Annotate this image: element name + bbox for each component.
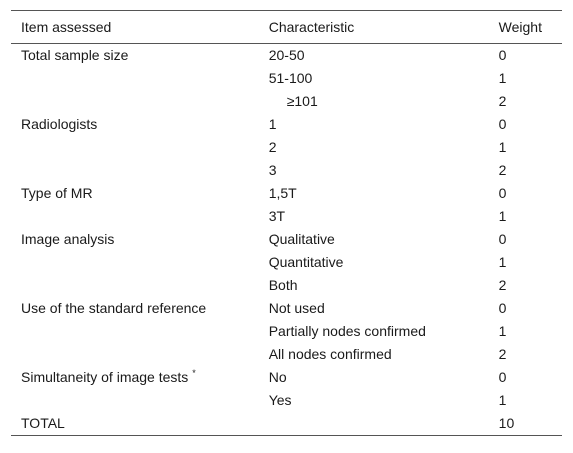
item-cell: [11, 67, 269, 90]
characteristic-cell: Not used: [268, 300, 325, 316]
characteristic-cell: 1: [268, 116, 277, 132]
item-cell: Radiologists: [21, 116, 98, 132]
header-weight: Weight: [498, 18, 542, 35]
table-row: All nodes confirmed 2: [11, 343, 562, 366]
item-cell: [11, 159, 269, 182]
item-cell: [11, 251, 269, 274]
table-body: Total sample size 20-50 0 51-100 1 ≥101 …: [11, 44, 562, 436]
table-row: Simultaneity of image tests * No 0: [11, 366, 562, 389]
header-characteristic: Characteristic: [268, 18, 355, 35]
header-row: Item assessed Characteristic Weight: [11, 10, 562, 44]
characteristic-cell: Qualitative: [268, 231, 335, 247]
characteristic-cell: Quantitative: [268, 254, 344, 270]
weight-cell: 1: [498, 208, 507, 224]
item-cell: [11, 274, 269, 297]
item-cell: [11, 90, 269, 113]
characteristic-cell: 3: [268, 162, 277, 178]
weight-cell: 0: [498, 300, 507, 316]
total-label: TOTAL: [21, 415, 65, 431]
weight-cell: 0: [498, 185, 507, 201]
item-cell: Simultaneity of image tests *: [11, 366, 269, 389]
characteristic-cell: 3T: [268, 208, 286, 224]
weight-cell: 0: [498, 116, 507, 132]
item-cell: Use of the standard reference: [21, 300, 207, 316]
characteristic-cell: No: [268, 369, 287, 385]
characteristic-cell: 51-100: [268, 70, 313, 86]
weight-cell: 1: [498, 323, 507, 339]
item-cell: [11, 343, 269, 366]
weight-cell: 2: [498, 277, 507, 293]
characteristic-cell: 2: [268, 139, 277, 155]
total-row: TOTAL 10: [11, 412, 562, 436]
weight-cell: 2: [498, 346, 507, 362]
weight-cell: 0: [498, 47, 507, 63]
table-row: 2 1: [11, 136, 562, 159]
table-row: 51-100 1: [11, 67, 562, 90]
table-row: 3 2: [11, 159, 562, 182]
characteristic-cell: [269, 412, 499, 436]
item-label: Simultaneity of image tests: [21, 369, 189, 385]
characteristic-cell: 1,5T: [268, 185, 297, 201]
item-cell: [11, 136, 269, 159]
table-header: Item assessed Characteristic Weight: [11, 10, 562, 44]
scoring-table: Item assessed Characteristic Weight Tota…: [11, 10, 562, 436]
scoring-table-container: Item assessed Characteristic Weight Tota…: [11, 10, 562, 436]
characteristic-cell: All nodes confirmed: [268, 346, 392, 362]
weight-cell: 2: [498, 162, 507, 178]
item-cell: [11, 389, 269, 412]
table-row: Image analysis Qualitative 0: [11, 228, 562, 251]
table-row: Quantitative 1: [11, 251, 562, 274]
weight-cell: 1: [498, 392, 507, 408]
characteristic-cell: Partially nodes confirmed: [268, 323, 426, 339]
item-cell: [11, 320, 269, 343]
table-row: Yes 1: [11, 389, 562, 412]
table-row: ≥101 2: [11, 90, 562, 113]
item-cell: [11, 205, 269, 228]
weight-cell: 0: [498, 231, 507, 247]
table-row: Radiologists 1 0: [11, 113, 562, 136]
footnote-mark: *: [192, 368, 196, 378]
weight-cell: 1: [498, 254, 507, 270]
characteristic-cell: Both: [268, 277, 298, 293]
characteristic-cell: ≥101: [286, 93, 318, 109]
weight-cell: 1: [498, 70, 507, 86]
total-weight: 10: [498, 415, 515, 431]
item-cell: Total sample size: [21, 47, 129, 63]
table-row: Partially nodes confirmed 1: [11, 320, 562, 343]
characteristic-cell: 20-50: [268, 47, 305, 63]
table-row: Total sample size 20-50 0: [11, 44, 562, 68]
weight-cell: 2: [498, 93, 507, 109]
characteristic-cell: Yes: [268, 392, 292, 408]
header-item-assessed: Item assessed: [21, 18, 112, 35]
table-row: Both 2: [11, 274, 562, 297]
table-row: Type of MR 1,5T 0: [11, 182, 562, 205]
weight-cell: 1: [498, 139, 507, 155]
table-row: 3T 1: [11, 205, 562, 228]
item-cell: Image analysis: [21, 231, 115, 247]
table-row: Use of the standard reference Not used 0: [11, 297, 562, 320]
item-cell: Type of MR: [21, 185, 93, 201]
weight-cell: 0: [498, 369, 507, 385]
